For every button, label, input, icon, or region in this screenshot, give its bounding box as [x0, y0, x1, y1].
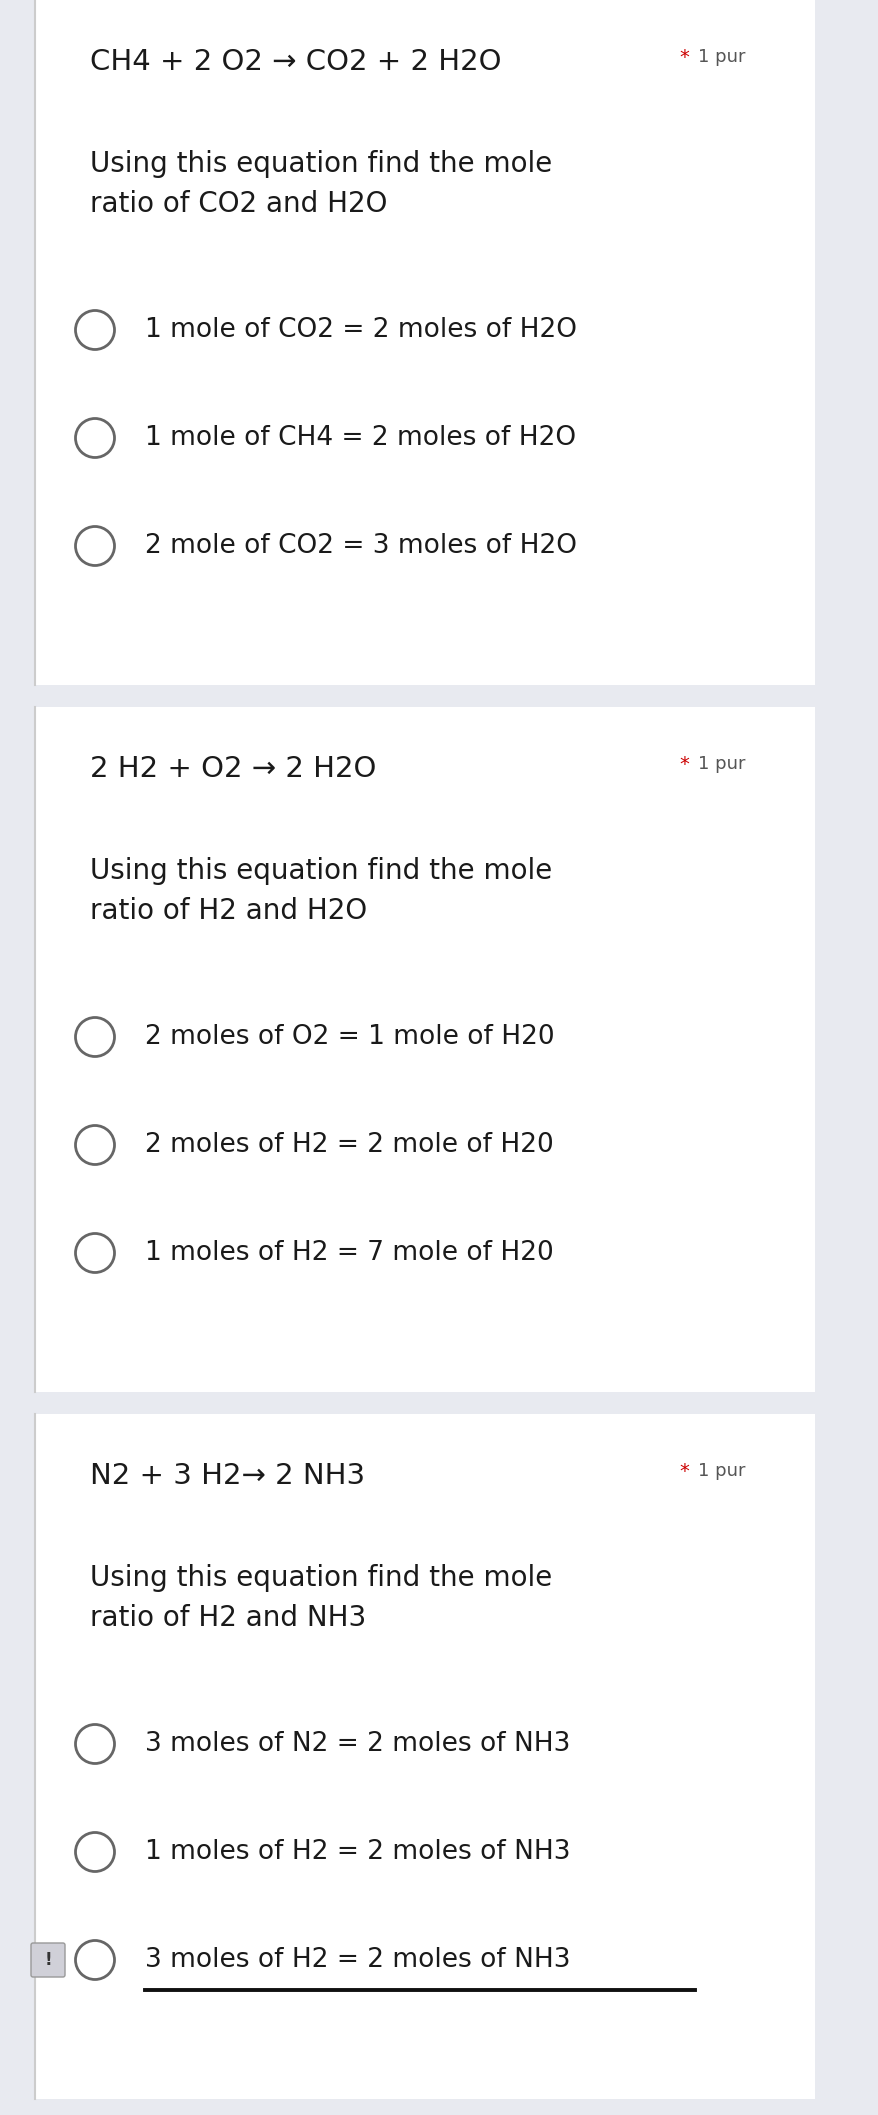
Text: *: * [680, 1461, 695, 1480]
Text: 2 moles of O2 = 1 mole of H20: 2 moles of O2 = 1 mole of H20 [145, 1024, 554, 1049]
Text: N2 + 3 H2→ 2 NH3: N2 + 3 H2→ 2 NH3 [90, 1461, 364, 1489]
Bar [814, 0, 878, 2115]
Text: 1 mole of CO2 = 2 moles of H2O: 1 mole of CO2 = 2 moles of H2O [145, 317, 576, 343]
FancyBboxPatch shape [31, 1944, 65, 1978]
Bar [35, 706, 814, 1392]
Text: !: ! [44, 1950, 52, 1969]
Text: CH4 + 2 O2 → CO2 + 2 H2O: CH4 + 2 O2 → CO2 + 2 H2O [90, 49, 501, 76]
Text: Using this equation find the mole
ratio of H2 and H2O: Using this equation find the mole ratio … [90, 857, 551, 924]
Text: 3 moles of N2 = 2 moles of NH3: 3 moles of N2 = 2 moles of NH3 [145, 1730, 570, 1758]
Text: *: * [680, 755, 695, 774]
Bar [35, 0, 814, 685]
Bar [35, 1415, 814, 2098]
Text: 1 moles of H2 = 2 moles of NH3: 1 moles of H2 = 2 moles of NH3 [145, 1840, 570, 1865]
Text: Using this equation find the mole
ratio of H2 and NH3: Using this equation find the mole ratio … [90, 1563, 551, 1633]
Text: *: * [680, 49, 695, 68]
Text: 3 moles of H2 = 2 moles of NH3: 3 moles of H2 = 2 moles of NH3 [145, 1948, 570, 1973]
Text: 1 pur: 1 pur [697, 1461, 745, 1480]
Text: 2 moles of H2 = 2 mole of H20: 2 moles of H2 = 2 mole of H20 [145, 1132, 553, 1159]
Text: 1 mole of CH4 = 2 moles of H2O: 1 mole of CH4 = 2 moles of H2O [145, 425, 575, 450]
Text: Using this equation find the mole
ratio of CO2 and H2O: Using this equation find the mole ratio … [90, 150, 551, 218]
Text: 1 moles of H2 = 7 mole of H20: 1 moles of H2 = 7 mole of H20 [145, 1239, 553, 1267]
Text: 1 pur: 1 pur [697, 755, 745, 772]
Text: 1 pur: 1 pur [697, 49, 745, 66]
Text: 2 mole of CO2 = 3 moles of H2O: 2 mole of CO2 = 3 moles of H2O [145, 533, 576, 558]
Text: 2 H2 + O2 → 2 H2O: 2 H2 + O2 → 2 H2O [90, 755, 376, 783]
